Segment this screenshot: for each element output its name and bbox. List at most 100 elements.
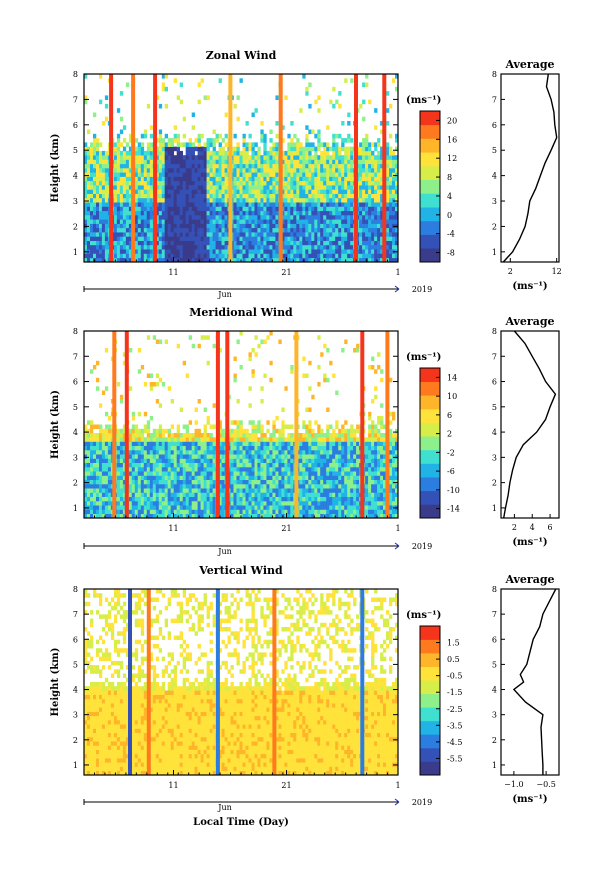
heatmap-cell <box>143 206 148 212</box>
heatmap-cell <box>191 253 195 259</box>
heatmap-cell <box>242 475 246 480</box>
heatmap-cell <box>284 509 288 514</box>
heatmap-cell <box>203 240 207 246</box>
heatmap-cell <box>173 185 177 190</box>
heatmap-cell <box>206 433 210 438</box>
heatmap-cell <box>93 172 97 177</box>
heatmap-cell <box>368 146 372 152</box>
heatmap-cell <box>380 185 384 190</box>
heatmap-cell <box>101 244 106 250</box>
heatmap-cell <box>341 155 345 160</box>
heatmap-cell <box>299 501 303 506</box>
profile-x-tick-label: 2 <box>508 267 513 276</box>
heatmap-cell <box>242 488 246 493</box>
heatmap-cell <box>140 223 145 229</box>
heatmap-cell <box>221 467 225 472</box>
heatmap-cell <box>146 180 151 186</box>
heatmap-cell <box>278 450 282 455</box>
heatmap-cell <box>269 492 273 497</box>
heatmap-cell <box>377 168 381 173</box>
heatmap-cell <box>179 159 183 165</box>
heatmap-cell <box>122 125 127 130</box>
heatmap-cell <box>329 180 333 186</box>
heatmap-cell <box>272 206 276 212</box>
heatmap-cell <box>266 172 270 177</box>
heatmap-cell <box>176 509 180 514</box>
heatmap-cell <box>242 492 246 497</box>
heatmap-cell <box>218 150 222 156</box>
heatmap-cell <box>200 249 204 254</box>
heatmap-cell <box>257 176 261 182</box>
heatmap-cell <box>188 496 192 502</box>
heatmap-cell <box>272 488 276 493</box>
heatmap-cell <box>182 189 186 194</box>
heatmap-cell <box>275 223 279 229</box>
heatmap-cell <box>87 467 91 472</box>
heatmap-cell <box>359 202 363 207</box>
heatmap-cell <box>224 168 228 173</box>
heatmap-cell <box>239 484 243 489</box>
heatmap-cell <box>155 382 160 387</box>
heatmap-cell <box>299 475 303 480</box>
heatmap-cell <box>377 176 381 182</box>
heatmap-cell <box>164 133 168 139</box>
heatmap-cell <box>245 467 249 472</box>
heatmap-cell <box>296 197 300 203</box>
heatmap-cell <box>125 215 130 220</box>
heatmap-cell <box>155 505 160 510</box>
heatmap-cell <box>191 505 195 510</box>
heatmap-cell <box>161 223 166 229</box>
heatmap-cell <box>350 146 354 152</box>
heatmap-cell <box>299 257 303 262</box>
profile-line <box>502 73 558 263</box>
profile-y-tick-label: 1 <box>492 248 497 257</box>
heatmap-cell <box>305 445 309 451</box>
heatmap-cell <box>203 172 207 177</box>
heatmap-cell <box>362 210 366 216</box>
heatmap-cell <box>149 249 154 254</box>
heatmap-cell <box>119 471 124 476</box>
heatmap-cell <box>293 193 297 199</box>
heatmap-cell <box>296 163 300 169</box>
heatmap-cell <box>212 445 216 451</box>
heatmap-cell <box>128 437 133 442</box>
heatmap-cell <box>332 172 336 177</box>
heatmap-cell <box>311 437 315 442</box>
heatmap-cell <box>320 215 324 220</box>
heatmap-cell <box>302 176 306 182</box>
heatmap-cell <box>143 172 148 177</box>
heatmap-cell <box>131 424 136 429</box>
heatmap-cell <box>344 146 348 152</box>
heatmap-cell <box>344 150 348 156</box>
heatmap-cell <box>104 197 109 203</box>
heatmap-cell <box>248 176 252 182</box>
heatmap-cell <box>125 202 130 207</box>
heatmap-cell <box>248 484 252 489</box>
heatmap-cell <box>161 185 166 190</box>
heatmap-cell <box>371 219 375 224</box>
heatmap-cell <box>179 509 183 514</box>
heatmap-cell <box>93 253 97 259</box>
heatmap-cell <box>311 505 315 510</box>
heatmap-cell <box>290 185 294 190</box>
heatmap-cell <box>308 168 312 173</box>
heatmap-cell <box>116 249 121 254</box>
heatmap-cell <box>350 202 354 207</box>
heatmap-cell <box>305 467 309 472</box>
heatmap-cell <box>164 513 168 518</box>
heatmap-cell <box>290 462 294 468</box>
heatmap-cell <box>284 189 288 194</box>
heatmap-cell <box>245 437 249 442</box>
heatmap-cell <box>371 142 375 147</box>
heatmap-cell <box>215 189 219 194</box>
heatmap-cell <box>299 513 303 518</box>
heatmap-cell <box>347 176 351 182</box>
heatmap-cell <box>161 450 166 455</box>
heatmap-cell <box>182 206 186 212</box>
heatmap-cell <box>122 185 127 190</box>
heatmap-cell <box>182 133 186 139</box>
heatmap-cell <box>188 227 192 233</box>
heatmap-cell <box>212 168 216 173</box>
heatmap-cell <box>332 155 336 160</box>
heatmap-cell <box>170 180 174 186</box>
